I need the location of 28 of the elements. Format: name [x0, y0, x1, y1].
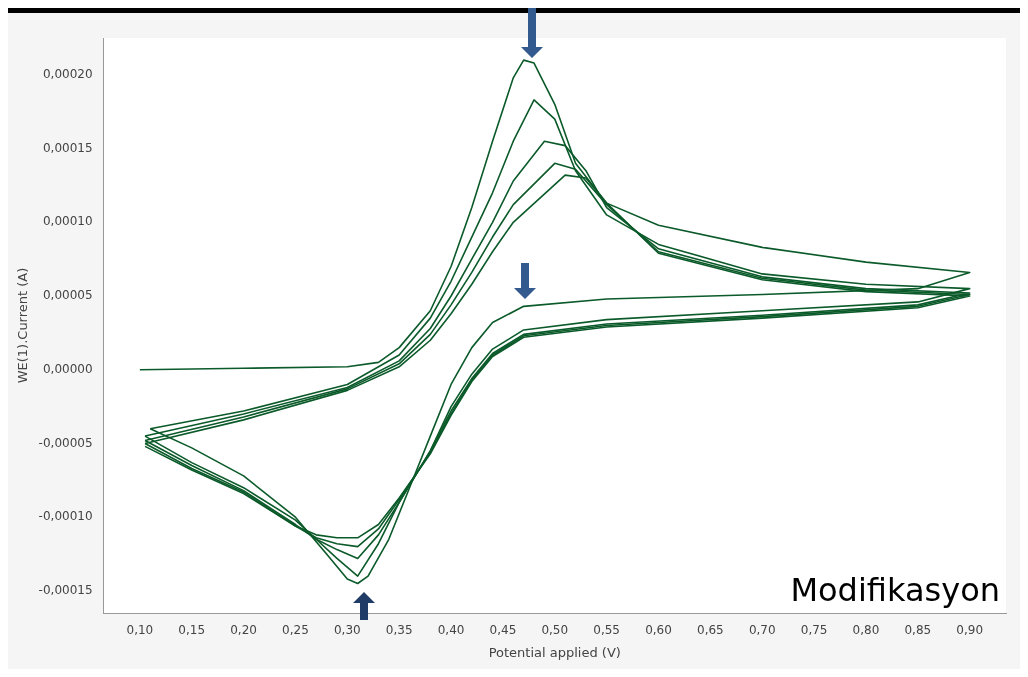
x-axis-title: Potential applied (V) [488, 644, 621, 660]
y-tick-label: 0,00015 [42, 140, 93, 155]
y-axis-title: WE(1).Current (A) [15, 267, 31, 384]
y-tick-label: 0,00000 [42, 361, 93, 376]
x-tick-label: 0,80 [852, 623, 880, 638]
x-tick-label: 0,85 [904, 623, 932, 638]
x-tick-label: 0,65 [697, 623, 724, 638]
x-tick-label: 0,60 [645, 623, 672, 638]
x-tick-label: 0,30 [333, 623, 361, 638]
x-tick-label: 0,75 [800, 623, 828, 638]
x-tick-label: 0,10 [126, 623, 154, 638]
y-tick-label: 0,00005 [42, 288, 93, 303]
x-tick-label: 0,15 [178, 623, 206, 638]
x-tick-label: 0,50 [541, 623, 569, 638]
y-tick-label: 0,00020 [42, 66, 93, 81]
x-tick-label: 0,40 [437, 623, 465, 638]
x-tick-label: 0,45 [489, 623, 517, 638]
y-tick-label: -0,00005 [38, 435, 93, 450]
annotation: Modifikasyon [790, 571, 1000, 610]
x-tick-label: 0,20 [230, 623, 257, 638]
x-tick-label: 0,35 [385, 623, 413, 638]
x-tick-label: 0,70 [748, 623, 776, 638]
x-tick-label: 0,90 [956, 623, 984, 638]
y-tick-label: -0,00015 [38, 583, 93, 598]
y-tick-label: 0,00010 [42, 214, 93, 229]
x-tick-label: 0,25 [282, 623, 309, 638]
x-tick-label: 0,55 [593, 623, 620, 638]
y-tick-label: -0,00010 [38, 509, 93, 524]
